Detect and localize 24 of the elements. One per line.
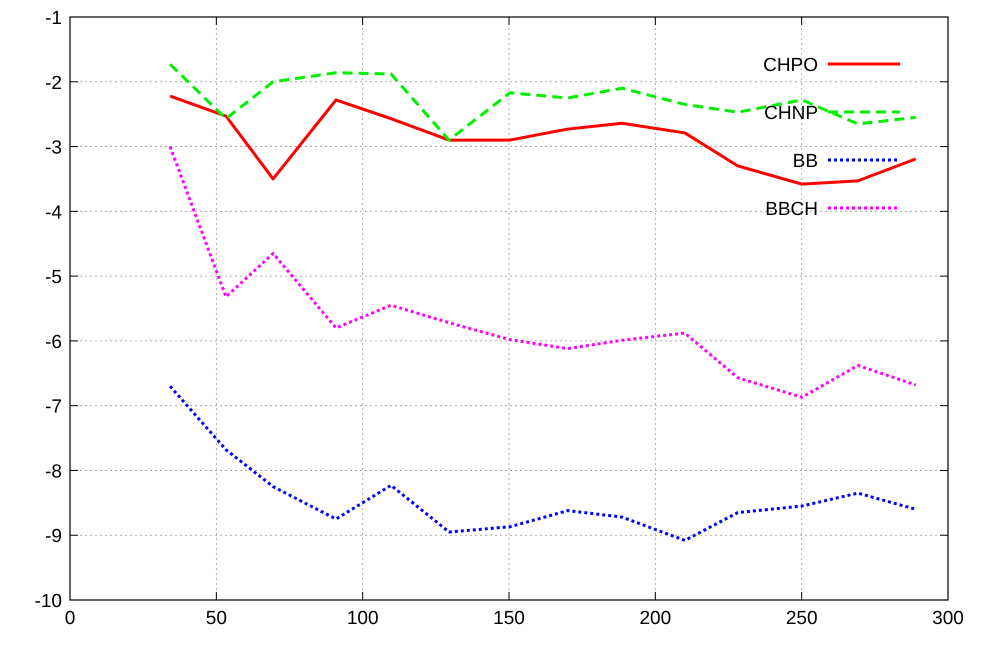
y-tick-label: -10 [34, 591, 62, 612]
y-tick-label: -9 [45, 526, 62, 548]
y-tick-label: -1 [45, 8, 62, 29]
x-tick-label: 200 [639, 608, 672, 629]
y-tick-label: -6 [45, 332, 62, 353]
x-tick-label: 150 [493, 608, 525, 629]
x-tick-label: 0 [64, 608, 76, 629]
line-series [168, 145, 918, 399]
y-tick-label: -2 [45, 72, 62, 94]
legend-label: CHPO [763, 55, 818, 76]
legend-label: BBCH [765, 199, 818, 220]
legend-label: BB [792, 151, 818, 172]
x-tick-label: 50 [206, 608, 227, 629]
legend-label: CHNP [764, 103, 818, 124]
y-tick-label: -7 [45, 396, 62, 418]
line-series [168, 94, 918, 186]
x-tick-label: 300 [932, 608, 964, 629]
x-tick-label: 100 [346, 608, 379, 629]
y-tick-label: -5 [45, 267, 62, 288]
x-tick-label: 250 [786, 608, 818, 629]
y-tick-label: -8 [45, 461, 62, 482]
line-series [168, 384, 918, 542]
y-tick-label: -3 [45, 138, 62, 159]
y-tick-label: -4 [45, 202, 62, 224]
